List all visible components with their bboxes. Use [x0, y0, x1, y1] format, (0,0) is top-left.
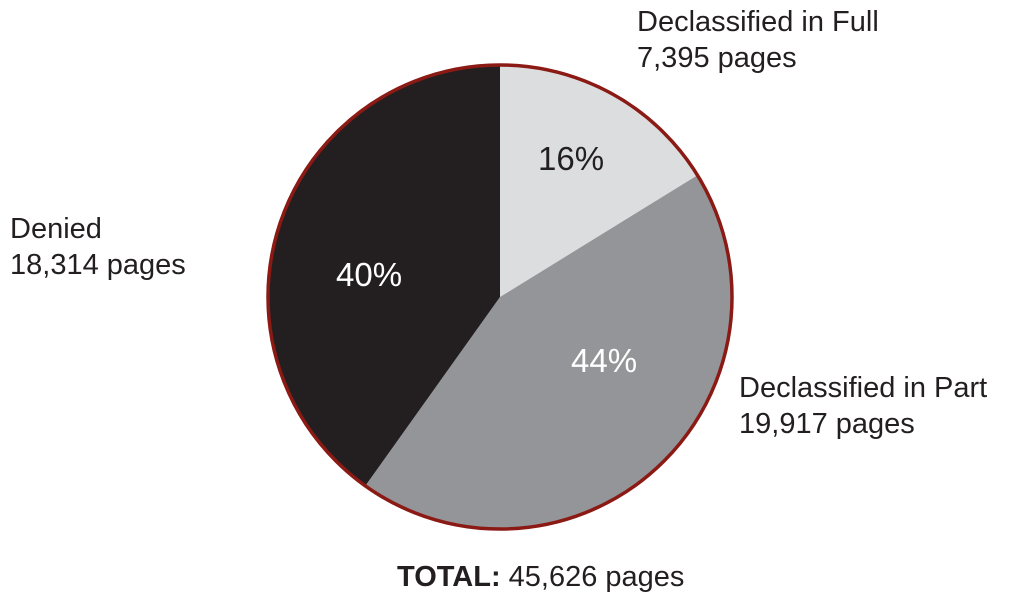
label-declassified-in-part: Declassified in Part 19,917 pages — [739, 370, 987, 442]
label-declassified-in-full-value: 7,395 pages — [637, 42, 797, 74]
slice-declassified-in-full — [500, 65, 698, 297]
label-denied-name: Denied — [10, 213, 102, 245]
percent-label-declassified-in-part: 44% — [571, 342, 638, 379]
label-declassified-in-part-name: Declassified in Part — [739, 372, 988, 404]
label-denied: Denied 18,314 pages — [10, 211, 186, 283]
slice-declassified-in-part — [365, 175, 733, 530]
label-declassified-in-full: Declassified in Full 7,395 pages — [637, 4, 879, 76]
percent-label-declassified-in-full: 16% — [538, 140, 605, 177]
total-caption: TOTAL: 45,626 pages — [397, 560, 684, 594]
label-denied-value: 18,314 pages — [10, 249, 186, 281]
label-declassified-in-part-value: 19,917 pages — [739, 408, 915, 440]
pie-outline — [266, 63, 734, 531]
slice-denied — [267, 64, 500, 486]
label-declassified-in-full-name: Declassified in Full — [637, 6, 879, 38]
total-label: TOTAL: — [397, 561, 501, 593]
percent-label-denied: 40% — [336, 256, 403, 293]
total-value: 45,626 pages — [508, 561, 685, 593]
